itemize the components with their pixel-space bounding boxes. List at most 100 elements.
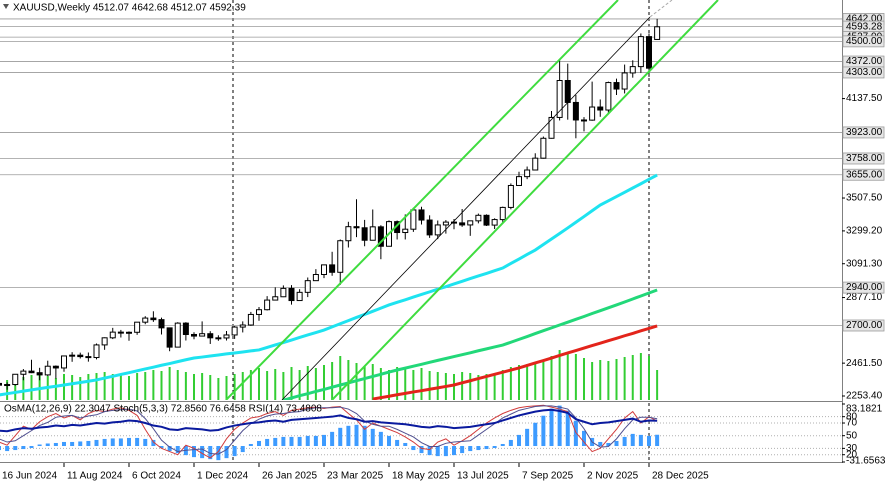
level-label-box [842,66,885,79]
channel-line [225,0,619,400]
level-label: 3655.00 [846,169,883,180]
main-plot [0,0,842,400]
osma-bar [614,440,619,447]
osma-bar [175,446,180,454]
candle-body [166,327,173,348]
collapse-icon[interactable] [3,4,9,9]
osma-bar [427,446,432,456]
volume-bar [168,367,171,400]
candle-body [126,331,132,334]
candle-body [109,331,116,339]
candle-body [85,356,92,359]
x-tick-label: 1 Dec 2024 [197,471,249,482]
moving-average [282,288,658,400]
volume-bar [469,373,472,400]
volume-bar [566,352,569,400]
volume-bar [274,369,277,400]
volume-bar [152,370,155,400]
osma-bar [29,446,34,449]
osma-bar [151,439,156,447]
volume-bar [518,365,520,400]
candle-body [377,226,384,247]
candle-body [353,226,360,229]
volume-bar [428,371,431,400]
osma-bar [630,433,635,447]
candle-body [20,370,27,375]
level-label: 2940.00 [846,282,883,293]
candle-body [182,322,189,335]
level-label-box [842,319,885,332]
candle-body [52,365,59,369]
candle-body [101,337,108,346]
osma-bar [281,436,286,447]
y-tick-label: 2877.10 [846,292,883,303]
volume-bar [54,378,57,400]
volume-bar [160,371,163,400]
osma-bar [500,443,505,447]
trendlines [225,0,719,400]
candle-body [117,331,124,334]
osma-bar [557,405,562,447]
candle-body [564,80,571,103]
volume-bar [306,366,309,400]
x-tick-label: 6 Oct 2024 [132,471,181,482]
volume-bar [298,370,301,400]
candle-body [646,36,652,69]
osma-bar [525,428,530,447]
osma-bar [265,438,270,447]
osma-bar [127,437,131,447]
volume-bar [87,374,90,400]
y-tick-label: 3091.30 [846,258,883,269]
osma-bar [452,446,456,456]
level-label: 3923.00 [846,127,883,138]
level-label: 3758.00 [846,153,883,164]
osma-bar [216,446,221,461]
x-tick-label: 28 Dec 2025 [652,471,709,482]
volume-bar [656,370,659,400]
level-label-box [842,152,885,165]
candle-body [524,169,531,178]
level-label: 4372.00 [846,56,883,67]
y2-tick-label: 20 [846,449,858,460]
candle-body [280,287,287,298]
candle-body [572,101,579,121]
volume-bar [331,362,334,400]
candle-body [629,66,636,74]
volume-bar [404,369,407,400]
level-label: 4642.00 [846,14,883,25]
candle-body [621,72,628,90]
candle-body [459,222,466,226]
volume-bar [363,366,366,400]
volume-bar [282,372,285,400]
osma-bar [70,441,75,447]
osma-bar [45,443,50,447]
candle-body [296,291,303,302]
osma-bar [508,439,513,447]
osma-bar [257,440,261,447]
osma-bar [346,425,351,447]
candle-body [174,322,181,348]
volume-bar [14,376,17,400]
volume-bar [30,375,33,400]
volume-bar [22,377,25,400]
x-tick-label: 2 Nov 2025 [587,471,639,482]
osma-bar [565,410,570,447]
volume-bar [95,373,98,400]
y2-tick-label: 50 [846,430,858,441]
candle-body [613,82,620,90]
level-label-box [842,281,885,294]
candle-body [548,116,555,139]
candle-body [442,221,449,226]
volume-bar [388,370,390,400]
candle-body [69,354,76,357]
osma-bar [387,435,391,447]
osma-bar [460,446,465,454]
osma-bar [159,446,164,449]
osma-bar [224,446,229,459]
candle-body [207,333,214,339]
osma-bar [289,436,294,447]
volume-bar [176,370,179,400]
candle-body [36,372,43,376]
candle-body [589,106,596,121]
osma-bar [53,442,58,447]
